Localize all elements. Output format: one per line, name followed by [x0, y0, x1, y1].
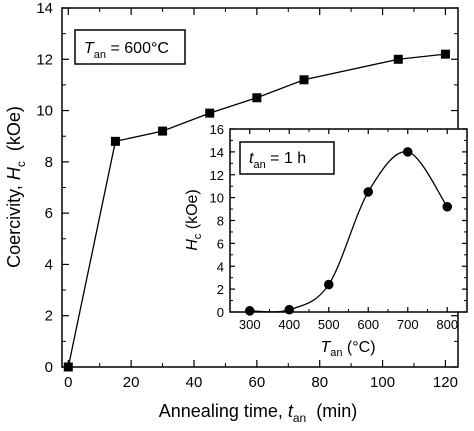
inset-x-tick-label: 800 — [436, 317, 458, 332]
main-annotation-text: Tan = 600°C — [84, 40, 169, 61]
main-series-line — [67, 53, 446, 368]
inset-ticks: 300 400 500 600 700 800 0 2 4 6 8 10 12 14 16 — [210, 122, 467, 332]
main-y-tick-label: 8 — [45, 154, 53, 171]
inset-x-tick-label: 600 — [357, 317, 379, 332]
inset-data-point — [402, 147, 413, 157]
main-x-tick-label: 60 — [249, 374, 266, 391]
inset-y-tick-label: 14 — [210, 145, 224, 160]
inset-y-tick-label: 10 — [210, 191, 224, 206]
inset-x-tick-label: 300 — [239, 317, 261, 332]
main-y-tick-label: 2 — [45, 308, 53, 325]
inset-x-axis-label: Tan (°C) — [320, 339, 375, 359]
main-y-tick-label: 6 — [45, 205, 53, 222]
main-data-point — [205, 108, 215, 118]
main-y-tick-label: 4 — [45, 256, 53, 273]
inset-y-tick-label: 12 — [210, 168, 224, 183]
main-data-point — [299, 75, 309, 85]
inset-annotation-box — [239, 141, 335, 175]
main-x-axis-label: Annealing time, tan (min) — [159, 401, 357, 425]
inset-data-point — [244, 306, 255, 316]
inset-data-point — [284, 304, 295, 315]
main-y-axis-label: Coercivity, Hc (kOe) — [4, 106, 28, 268]
main-x-tick-label: 0 — [64, 374, 72, 391]
inset-data-point — [323, 279, 334, 290]
main-x-tick-label: 40 — [186, 374, 203, 391]
main-data-point — [252, 93, 262, 103]
inset-y-tick-label: 0 — [217, 305, 224, 320]
inset-y-tick-label: 6 — [217, 236, 224, 251]
inset-y-tick-label: 2 — [217, 282, 224, 297]
main-x-tick-label: 80 — [311, 374, 328, 391]
inset-y-axis-label: Hc (kOe) — [184, 189, 204, 251]
main-data-point — [63, 362, 73, 372]
main-data-point — [110, 136, 120, 146]
main-data-point — [393, 54, 403, 64]
inset-y-tick-label: 8 — [217, 214, 224, 229]
main-series — [63, 49, 450, 372]
main-data-point — [158, 126, 168, 136]
main-y-tick-label: 14 — [36, 0, 53, 17]
inset-x-tick-label: 400 — [278, 317, 300, 332]
main-y-tick-label: 10 — [36, 103, 53, 120]
inset-data-point — [442, 201, 453, 212]
inset-y-tick-label: 16 — [210, 122, 224, 137]
main-x-tick-label: 100 — [370, 374, 395, 391]
main-annotation-box — [74, 29, 186, 65]
inset-x-tick-label: 700 — [397, 317, 419, 332]
inset-series — [244, 147, 453, 316]
inset-chart: 300 400 500 600 700 800 0 2 4 6 8 10 12 14 16 Tan (°C)… — [184, 122, 468, 359]
main-data-point — [440, 49, 450, 59]
inset-annotation-text: tan = 1 h — [249, 150, 306, 171]
main-x-tick-label: 120 — [433, 374, 458, 391]
inset-x-tick-label: 500 — [318, 317, 340, 332]
inset-data-point — [363, 187, 374, 197]
inset-y-tick-label: 4 — [217, 259, 224, 274]
main-y-tick-label: 0 — [45, 359, 53, 376]
main-y-tick-label: 12 — [36, 51, 53, 68]
main-x-tick-label: 20 — [123, 374, 140, 391]
main-annotation: Tan = 600°C — [74, 29, 186, 65]
